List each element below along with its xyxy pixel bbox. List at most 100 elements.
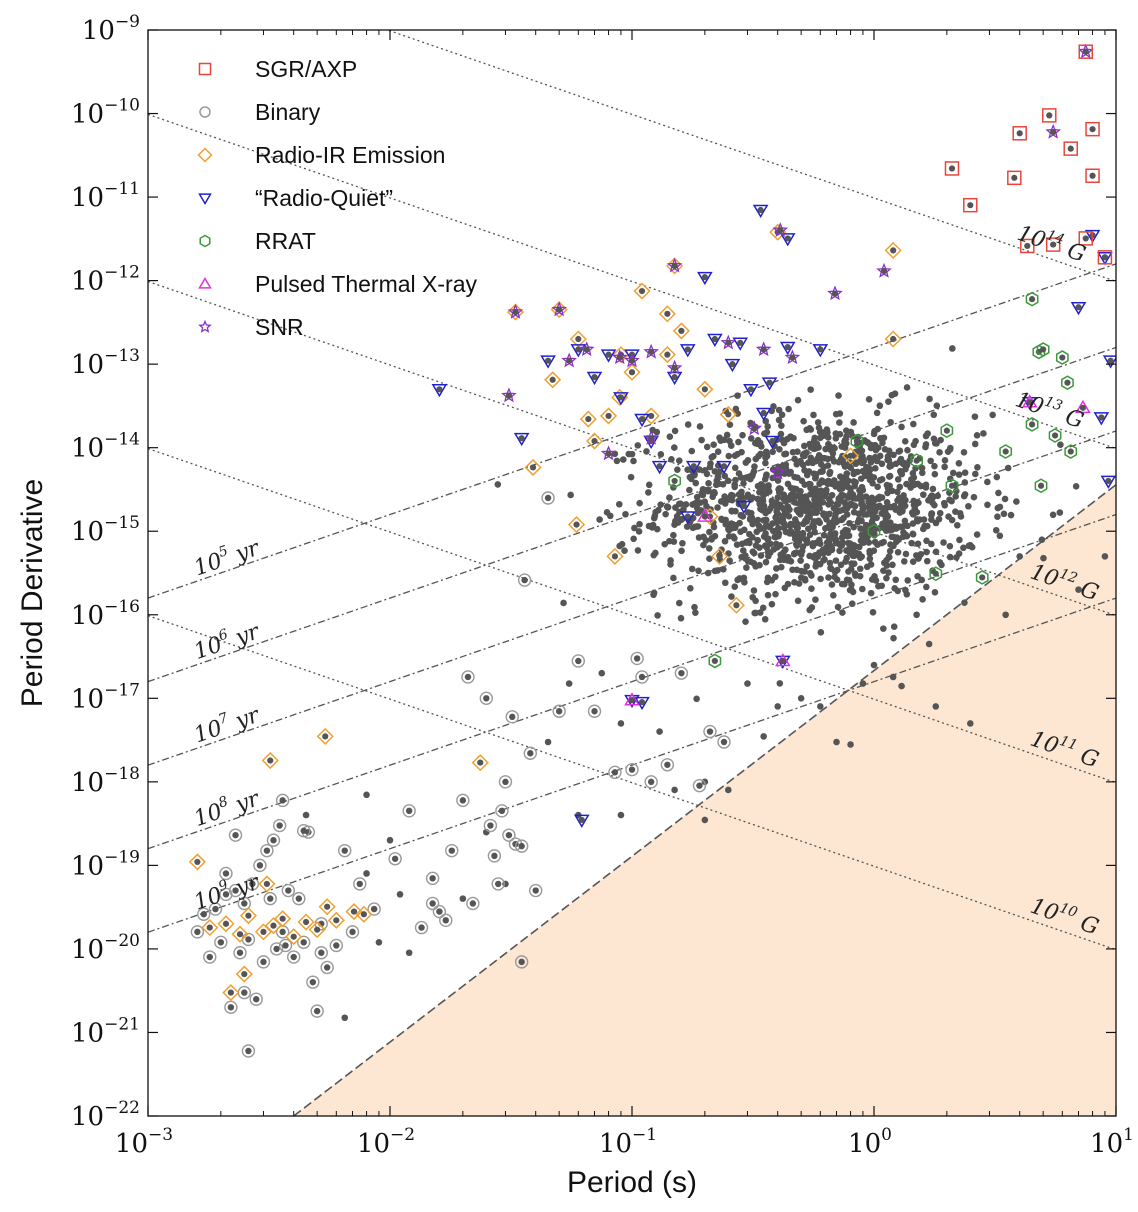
pulsar-point — [762, 509, 769, 517]
pulsar-point — [671, 427, 679, 435]
pulsar-point — [869, 608, 877, 616]
pulsar-point — [670, 574, 677, 582]
pulsar-point — [835, 496, 843, 504]
pulsar-point — [899, 523, 907, 530]
pulsar-point — [744, 456, 752, 464]
pulsar-point — [721, 537, 729, 545]
binary-point — [224, 1000, 238, 1015]
pulsar-point — [779, 462, 787, 470]
radio-ir-emission-point — [239, 907, 257, 925]
pulsar-point — [721, 579, 729, 587]
pulsar-point — [839, 609, 846, 616]
pulsar-point — [923, 557, 931, 565]
pulsar-point — [785, 512, 793, 520]
legend-marker-radio-ir-emission — [197, 147, 213, 163]
pulsar-point — [856, 565, 864, 573]
pulsar-point — [696, 423, 704, 430]
pulsar-point — [878, 476, 886, 483]
pulsar-point — [994, 513, 1001, 520]
pulsar-point — [762, 530, 769, 537]
pulsar-point — [895, 494, 903, 502]
pulsar-point — [817, 703, 824, 710]
binary-point — [479, 691, 494, 706]
rrat-point — [910, 453, 923, 468]
binary-point — [432, 904, 447, 919]
pulsar-point — [712, 481, 720, 489]
legend-marker-radio-quiet — [198, 193, 212, 205]
pulsar-point — [739, 513, 747, 520]
pulsar-point — [668, 456, 675, 463]
pulsar-point — [775, 416, 783, 424]
pulsar-point — [839, 529, 847, 536]
pulsar-point — [870, 474, 878, 481]
binary-point — [491, 877, 505, 891]
pulsar-point — [836, 547, 843, 555]
pulsar-point — [764, 535, 771, 543]
pulsar-point — [726, 557, 733, 564]
pulsar-point — [793, 506, 801, 514]
pulsar-point — [836, 507, 844, 515]
rrat-point — [867, 523, 881, 539]
pulsar-point — [808, 585, 815, 593]
pulsar-point — [836, 430, 844, 438]
age-line-label: 105 yr — [190, 533, 264, 582]
pulsar-point — [810, 518, 817, 525]
y-tick-label: 10−16 — [71, 597, 140, 631]
legend-item-radio-quiet: “Radio-Quiet” — [198, 185, 393, 211]
pulsar-point — [896, 509, 904, 516]
pulsar-point — [744, 558, 752, 565]
pulsar-point — [729, 520, 737, 528]
pulsar-point — [941, 457, 949, 464]
pulsar-point — [904, 446, 911, 454]
pulsar-point — [692, 609, 699, 616]
sgr-axp-point — [1007, 170, 1022, 186]
pulsar-point — [885, 398, 892, 405]
binary-point — [241, 932, 256, 947]
pulsar-point — [894, 488, 901, 496]
pulsar-point — [791, 578, 798, 586]
pulsar-point — [922, 441, 930, 448]
radio-quiet-point — [613, 392, 629, 406]
pulsar-point — [900, 558, 908, 565]
pulsar-point — [891, 390, 899, 397]
sgr-axp-point — [1085, 168, 1100, 184]
sgr-axp-point — [1063, 141, 1078, 156]
sgr-axp-point — [1020, 238, 1035, 254]
pulsar-point — [926, 395, 933, 403]
svg-text:106 yr: 106 yr — [190, 616, 264, 665]
pulsar-point — [953, 521, 961, 529]
pulsar-point — [711, 489, 718, 497]
radio-quiet-point — [570, 344, 587, 358]
y-tick-label: 10−13 — [71, 346, 140, 380]
radio-ir-emission-point — [285, 928, 303, 946]
pulsar-point — [787, 468, 794, 476]
pulsar-point — [747, 509, 755, 517]
pulsar-point — [722, 516, 730, 524]
pulsar-point — [736, 519, 743, 527]
legend: SGR/AXP Binary Radio-IR Emission “Radio-Qui… — [197, 56, 477, 340]
radio-quiet-point — [716, 460, 732, 475]
pulsar-point — [814, 502, 821, 509]
binary-point — [439, 913, 453, 928]
legend-marker-rrat — [199, 234, 211, 248]
pulsar-point — [760, 733, 767, 740]
pulsar-point — [896, 483, 904, 491]
pulsar-point — [925, 497, 932, 504]
binary-point — [367, 902, 381, 916]
rrat-point — [1055, 350, 1069, 365]
svg-text:105 yr: 105 yr — [190, 533, 264, 582]
pulsar-point — [867, 561, 875, 568]
pulsar-point — [838, 491, 845, 499]
pulsar-point — [708, 453, 716, 461]
pulsar-point — [927, 457, 934, 465]
radio-quiet-point — [1070, 301, 1087, 316]
pulsar-point — [777, 430, 785, 438]
snr-point — [1045, 123, 1061, 139]
binary-point — [388, 852, 402, 866]
pulsar-point — [1038, 536, 1046, 543]
pulsar-point — [920, 516, 928, 523]
binary-point — [228, 883, 243, 898]
pulsar-point — [363, 791, 370, 799]
pulsar-point — [992, 526, 1000, 534]
pulsar-point — [910, 501, 918, 509]
